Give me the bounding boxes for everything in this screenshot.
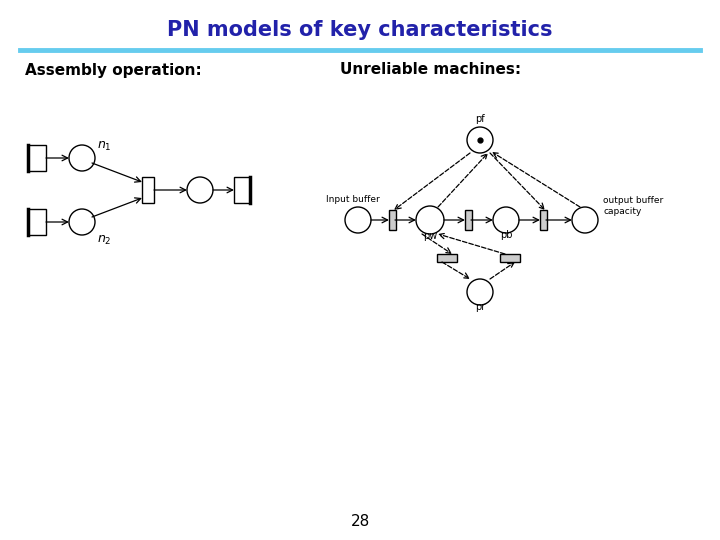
Text: pr: pr bbox=[475, 302, 485, 312]
Text: pw: pw bbox=[423, 231, 437, 241]
Bar bbox=[500, 254, 520, 262]
Circle shape bbox=[69, 209, 95, 235]
Bar bbox=[437, 254, 457, 262]
Text: Unreliable machines:: Unreliable machines: bbox=[340, 63, 521, 78]
Text: $n_2$: $n_2$ bbox=[97, 234, 112, 247]
Bar bbox=[464, 210, 472, 230]
Text: Input buffer: Input buffer bbox=[326, 195, 380, 204]
Text: PN models of key characteristics: PN models of key characteristics bbox=[167, 20, 553, 40]
Bar bbox=[28, 145, 46, 171]
Text: 28: 28 bbox=[351, 515, 369, 530]
Text: $n_1$: $n_1$ bbox=[97, 140, 112, 153]
Circle shape bbox=[69, 145, 95, 171]
Bar bbox=[142, 177, 154, 203]
Circle shape bbox=[416, 206, 444, 234]
Bar bbox=[389, 210, 395, 230]
Bar bbox=[28, 209, 46, 235]
Text: output buffer
capacity: output buffer capacity bbox=[603, 196, 663, 216]
Bar bbox=[539, 210, 546, 230]
Circle shape bbox=[467, 279, 493, 305]
Circle shape bbox=[187, 177, 213, 203]
Bar bbox=[234, 177, 250, 203]
Circle shape bbox=[493, 207, 519, 233]
Text: pf: pf bbox=[475, 114, 485, 124]
Text: pb: pb bbox=[500, 230, 512, 240]
Circle shape bbox=[572, 207, 598, 233]
Circle shape bbox=[467, 127, 493, 153]
Text: Assembly operation:: Assembly operation: bbox=[25, 63, 202, 78]
Circle shape bbox=[345, 207, 371, 233]
